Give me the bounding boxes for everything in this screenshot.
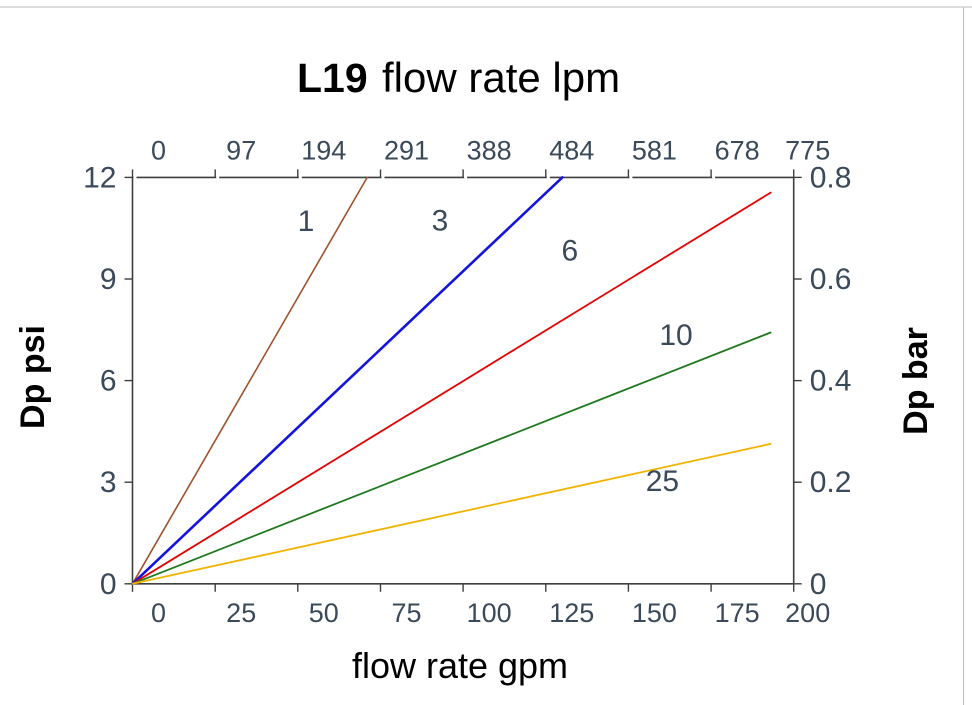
svg-text:10: 10 [659, 319, 692, 352]
svg-text:1: 1 [298, 205, 315, 238]
svg-text:678: 678 [715, 135, 760, 165]
svg-text:6: 6 [561, 235, 578, 268]
svg-text:L19: L19 [297, 55, 368, 101]
svg-text:6: 6 [100, 365, 117, 398]
svg-text:flow rate lpm: flow rate lpm [382, 54, 620, 101]
svg-text:0.4: 0.4 [810, 365, 852, 398]
svg-text:388: 388 [467, 135, 512, 165]
svg-text:0: 0 [151, 135, 166, 165]
svg-text:25: 25 [226, 598, 256, 628]
svg-text:9: 9 [100, 263, 117, 296]
svg-text:0: 0 [810, 568, 827, 601]
svg-text:100: 100 [467, 598, 512, 628]
svg-text:0: 0 [151, 598, 166, 628]
svg-text:Dp psi: Dp psi [14, 325, 52, 429]
svg-text:125: 125 [549, 598, 594, 628]
svg-text:484: 484 [549, 135, 594, 165]
svg-text:0: 0 [100, 568, 117, 601]
svg-text:3: 3 [432, 205, 449, 238]
svg-text:200: 200 [785, 598, 830, 628]
svg-text:0.2: 0.2 [810, 466, 852, 499]
svg-text:175: 175 [715, 598, 760, 628]
svg-text:0.6: 0.6 [810, 263, 852, 296]
svg-text:3: 3 [100, 466, 117, 499]
svg-text:50: 50 [309, 598, 339, 628]
svg-text:12: 12 [83, 161, 116, 194]
svg-text:Dp bar: Dp bar [897, 327, 935, 435]
svg-text:25: 25 [646, 465, 679, 498]
svg-text:291: 291 [384, 135, 429, 165]
svg-text:194: 194 [301, 135, 346, 165]
svg-text:97: 97 [226, 135, 256, 165]
svg-text:0.8: 0.8 [810, 161, 852, 194]
svg-text:flow rate gpm: flow rate gpm [352, 645, 568, 686]
svg-text:581: 581 [632, 135, 677, 165]
svg-text:150: 150 [632, 598, 677, 628]
svg-text:75: 75 [391, 598, 421, 628]
